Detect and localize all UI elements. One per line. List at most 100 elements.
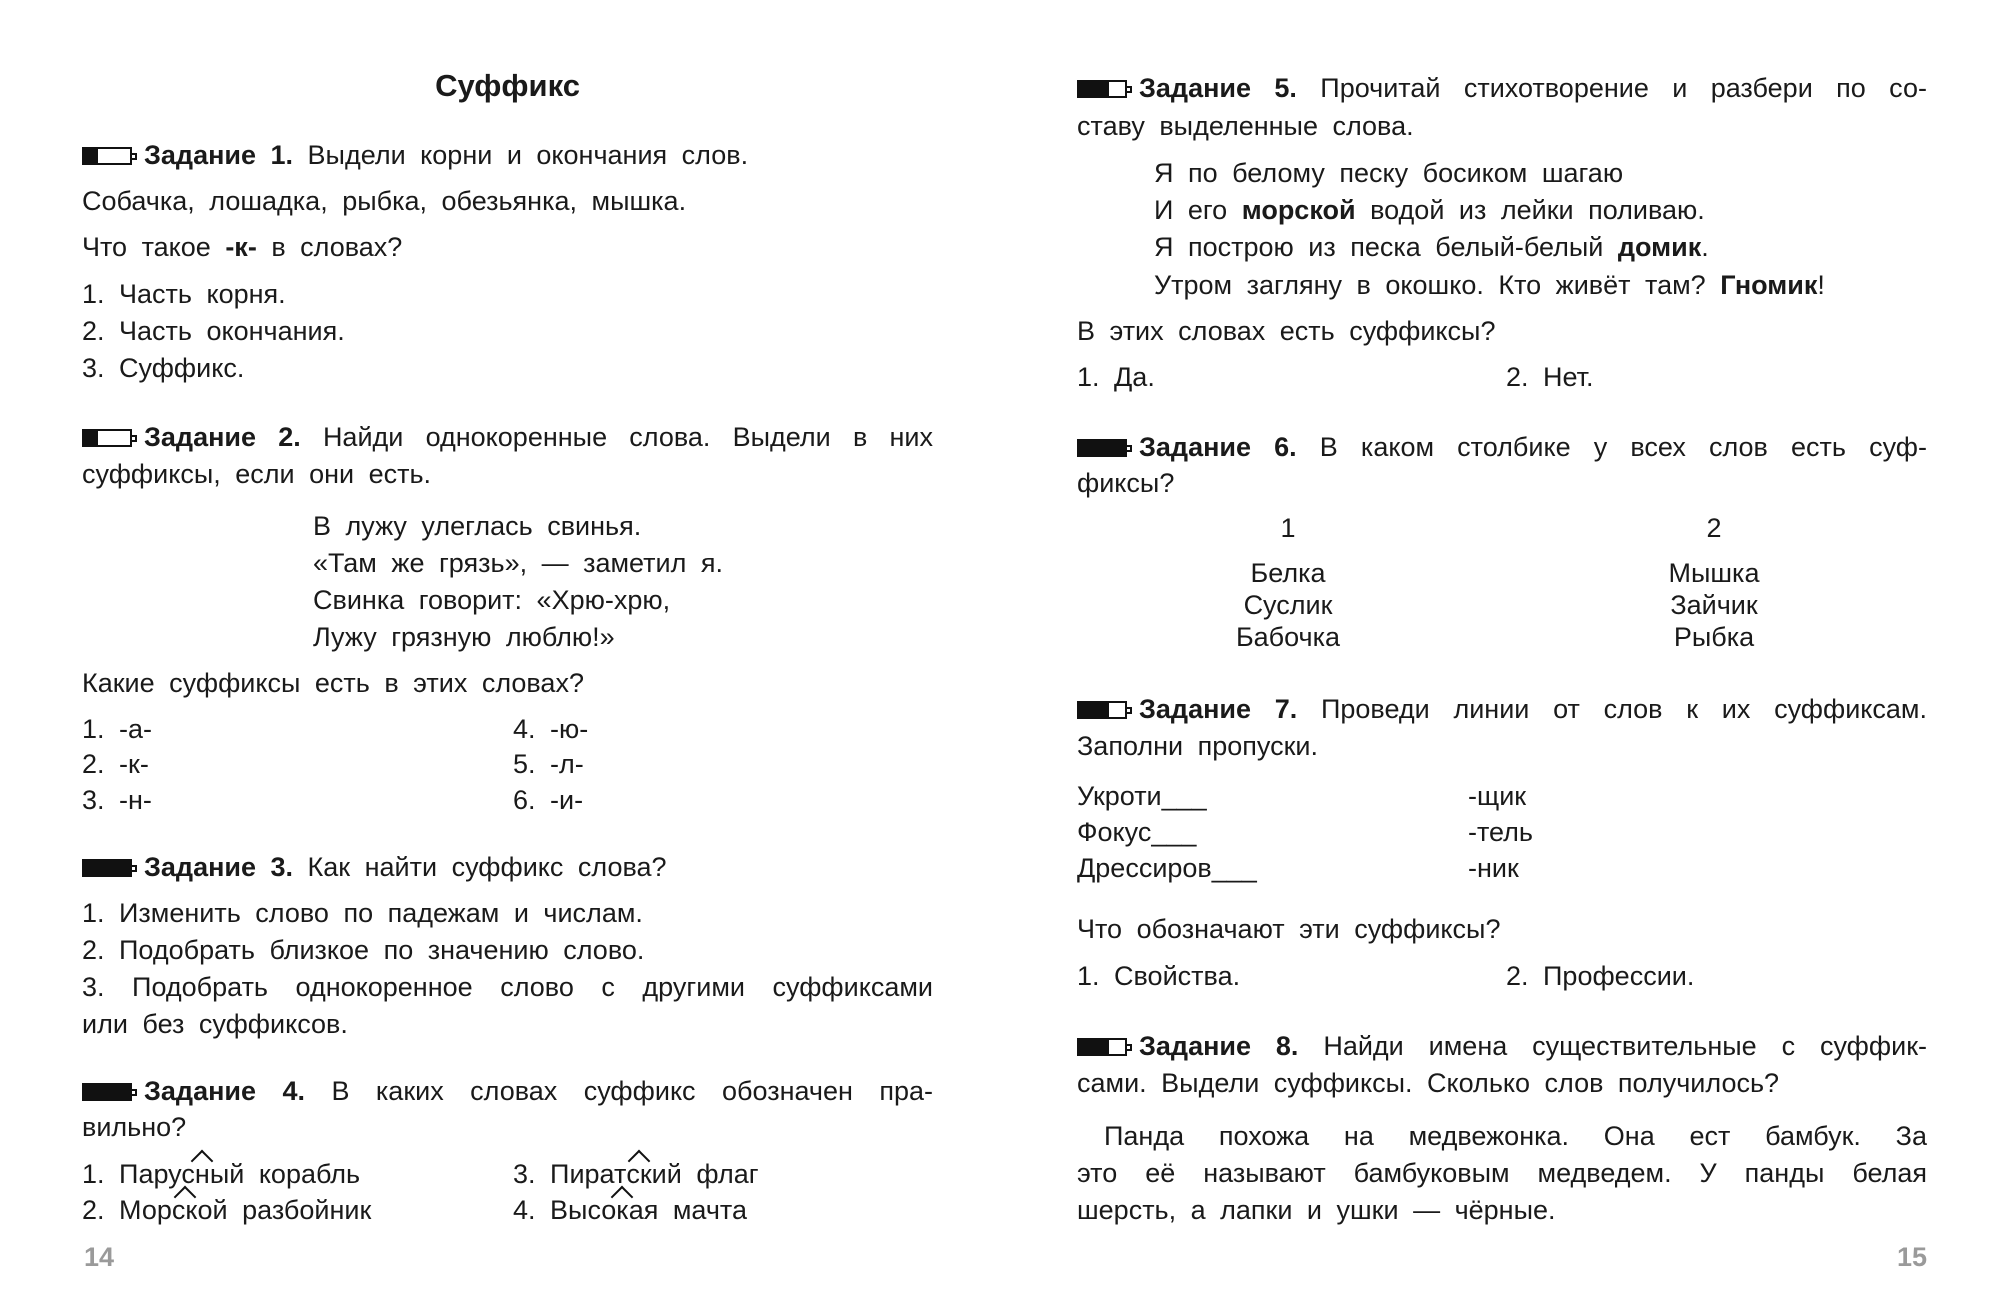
word-part: корабль: [244, 1159, 361, 1189]
option: 4. -ю-: [513, 714, 589, 744]
difficulty-battery-icon: [1077, 439, 1132, 457]
word-part: мачта: [658, 1195, 747, 1225]
fill-in-word: Фокус___: [1077, 817, 1197, 847]
option-number: 3.: [513, 1159, 536, 1189]
question-bold: -к-: [225, 232, 257, 262]
column-2-word: Мышка: [1668, 558, 1760, 588]
word-part: флаг: [681, 1159, 759, 1189]
word-part: Пират: [550, 1159, 627, 1189]
highlighted-word: морской: [1241, 195, 1356, 225]
task-text: Выдели корни и окончания слов.: [307, 140, 749, 170]
task-text: вильно?: [82, 1112, 187, 1142]
task-5-question: В этих словах есть суффиксы?: [1077, 316, 1496, 346]
task-4-heading: Задание 4. В каких словах суффикс обозна…: [82, 1073, 933, 1109]
task-2-heading: Задание 2. Найди однокоренные слова. Выд…: [82, 419, 933, 455]
difficulty-battery-icon: [1077, 701, 1132, 719]
word-part: Высо: [550, 1195, 617, 1225]
task-text: ставу выделенные слова.: [1077, 111, 1414, 141]
column-2-word: Зайчик: [1670, 590, 1758, 620]
task-7-heading: Задание 7. Проведи линии от слов к их су…: [1077, 691, 1927, 727]
column-1-word: Суслик: [1243, 590, 1333, 620]
task-label: Задание 8.: [1139, 1031, 1299, 1061]
fill-in-word: Укроти___: [1077, 781, 1207, 811]
task-text: суффиксы, если они есть.: [82, 459, 432, 489]
suffix-mark: н: [194, 1159, 210, 1189]
suffix-option: 3. Пиратский флаг: [513, 1156, 759, 1192]
option: 2. Часть окончания.: [82, 316, 345, 346]
task-label: Задание 3.: [144, 852, 294, 882]
poem-line: Свинка говорит: «Хрю-хрю,: [313, 585, 671, 615]
difficulty-battery-icon: [82, 429, 137, 447]
task-text: Заполни пропуски.: [1077, 731, 1318, 761]
poem-line: Я по белому песку босиком шагаю: [1154, 158, 1624, 188]
suffix-option: 1. Парусный корабль: [82, 1156, 360, 1192]
column-2-header: 2: [1706, 513, 1722, 543]
option: 1. -а-: [82, 714, 153, 744]
task-3-heading: Задание 3. Как найти суффикс слова?: [82, 849, 933, 885]
poem-text: Я построю из песка белый-белый: [1154, 232, 1618, 262]
task-text: сами. Выдели суффиксы. Сколько слов полу…: [1077, 1068, 1780, 1098]
column-2-word: Рыбка: [1673, 622, 1755, 652]
option: 1. Да.: [1077, 362, 1155, 392]
option: 3. -н-: [82, 785, 152, 815]
task-1-question: Что такое -к- в словах?: [82, 229, 933, 265]
task-text: В каком столбике у всех слов есть суф-: [1319, 432, 1927, 462]
task-label: Задание 6.: [1139, 432, 1297, 462]
task-2-question: Какие суффиксы есть в этих словах?: [82, 668, 584, 698]
task-5-heading: Задание 5. Прочитай стихотворение и разб…: [1077, 70, 1927, 106]
difficulty-battery-icon: [82, 147, 137, 165]
task-label: Задание 7.: [1139, 694, 1298, 724]
task-7-question: Что обозначают эти суффиксы?: [1077, 914, 1501, 944]
task-text: Найди имена существительные с суффик-: [1323, 1031, 1927, 1061]
task-6-heading: Задание 6. В каком столбике у всех слов …: [1077, 429, 1927, 465]
word-part: Мор: [119, 1195, 172, 1225]
column-1-word: Бабочка: [1235, 622, 1341, 652]
option: 2. Профессии.: [1506, 961, 1695, 991]
option: 1. Изменить слово по падежам и числам.: [82, 898, 643, 928]
task-text: Как найти суффикс слова?: [307, 852, 667, 882]
option: 1. Свойства.: [1077, 961, 1241, 991]
option: 6. -и-: [513, 785, 584, 815]
option: 3. Суффикс.: [82, 353, 245, 383]
fill-in-word: Дрессиров___: [1077, 853, 1257, 883]
page-title: Суффикс: [435, 68, 580, 103]
suffix-mark: ск: [626, 1159, 652, 1189]
word-part: ий: [651, 1159, 682, 1189]
poem-text: И его: [1154, 195, 1242, 225]
task-text: фиксы?: [1077, 468, 1175, 498]
task-text: Найди однокоренные слова. Выдели в них: [322, 422, 933, 452]
task-label: Задание 2.: [144, 422, 301, 452]
question-text: Что такое: [82, 232, 226, 262]
poem-text: водой из лейки поливаю.: [1355, 195, 1705, 225]
option: 2. Нет.: [1506, 362, 1594, 392]
poem-text: .: [1701, 232, 1709, 262]
suffix-mark: ск: [171, 1195, 198, 1225]
suffix-option: 2. Морской разбойник: [82, 1192, 371, 1228]
option-number: 2.: [82, 1195, 105, 1225]
suffix-mark: к: [616, 1195, 629, 1225]
task-text: Проведи линии от слов к их суффиксам.: [1320, 694, 1927, 724]
suffix-option: 4. Высокая мачта: [513, 1192, 747, 1228]
word-part: ый: [209, 1159, 245, 1189]
poem-text: !: [1817, 270, 1825, 300]
poem-line: В лужу улеглась свинья.: [313, 511, 642, 541]
option-number: 4.: [513, 1195, 536, 1225]
word-part: Парус: [119, 1159, 195, 1189]
task-1-words: Собачка, лошадка, рыбка, обезьянка, мышк…: [82, 186, 687, 216]
page-number: 15: [1896, 1242, 1927, 1272]
highlighted-word: Гномик: [1720, 270, 1818, 300]
option: 5. -л-: [513, 749, 584, 779]
poem-line: «Там же грязь», — заметил я.: [313, 548, 724, 578]
option: 2. Подобрать близкое по значению слово.: [82, 935, 645, 965]
poem-line: Я построю из песка белый-белый домик.: [1154, 229, 1709, 265]
poem-line: Утром загляну в окошко. Кто живёт там? Г…: [1154, 267, 1825, 303]
word-part: ая: [628, 1195, 659, 1225]
suffix-item: -ник: [1468, 853, 1519, 883]
poem-line: Лужу грязную люблю!»: [313, 622, 615, 652]
task-1-heading: Задание 1. Выдели корни и окончания слов…: [82, 137, 933, 173]
column-1-word: Белка: [1250, 558, 1326, 588]
task-label: Задание 5.: [1139, 73, 1297, 103]
option: или без суффиксов.: [82, 1009, 348, 1039]
option: 2. -к-: [82, 749, 149, 779]
word-part: разбойник: [227, 1195, 372, 1225]
